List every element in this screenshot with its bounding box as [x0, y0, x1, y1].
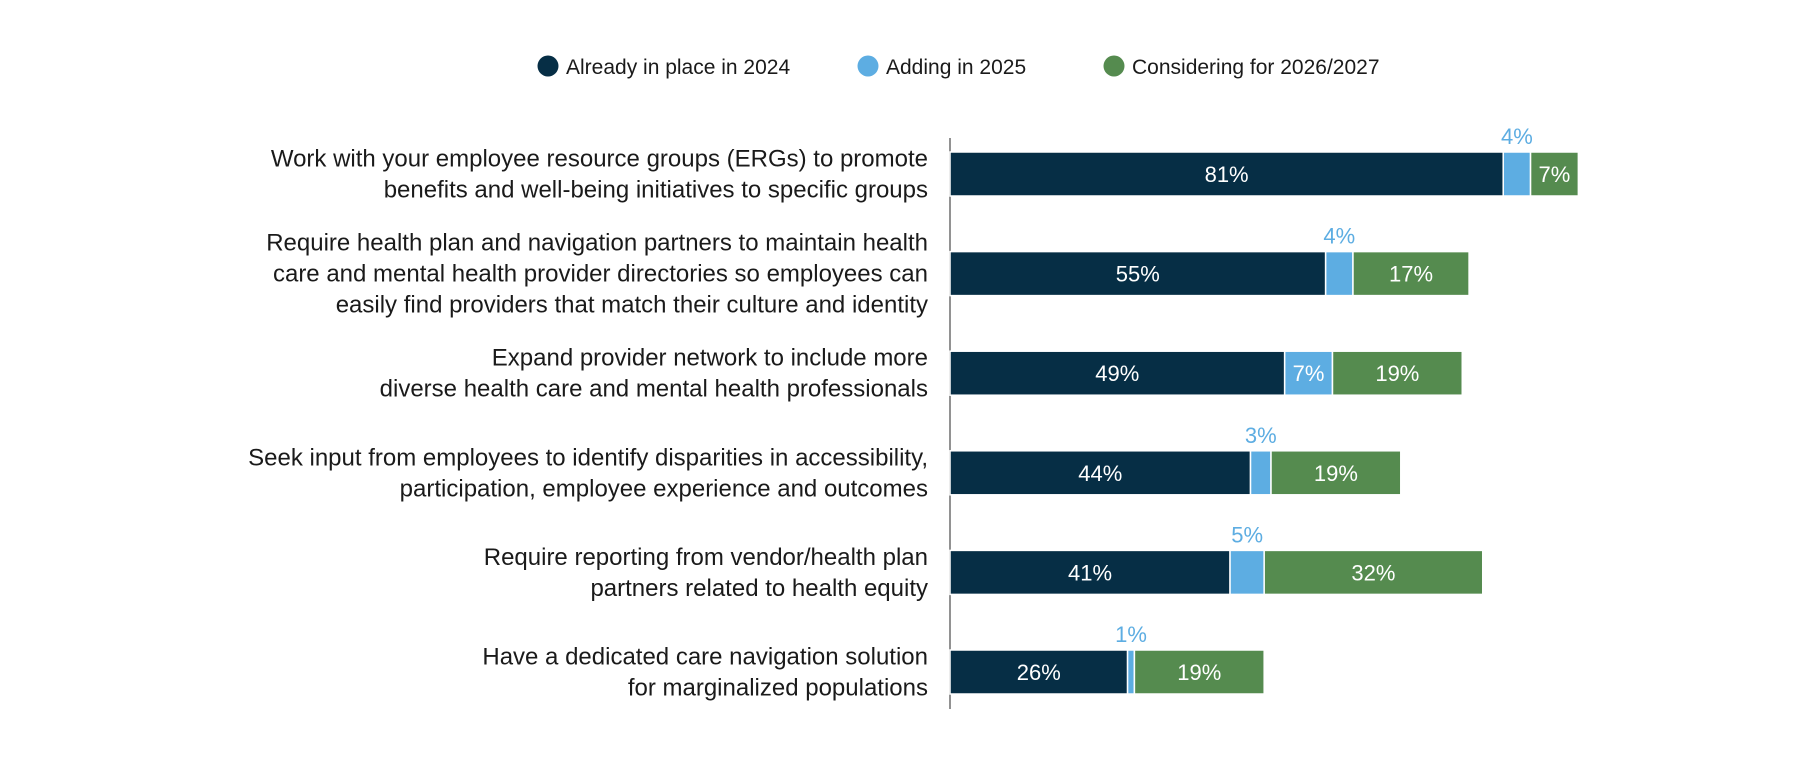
bar-segment: [1529, 151, 1580, 197]
legend-swatch: [537, 55, 559, 77]
bar-segment: [1270, 450, 1402, 496]
legend-label: Adding in 2025: [886, 56, 1026, 79]
category-label: care and mental health provider director…: [273, 261, 928, 288]
legend-item: Adding in 2025: [857, 55, 1026, 79]
bar-segment: [1352, 250, 1470, 297]
category-label: Work with your employee resource groups …: [271, 146, 928, 173]
bar-segment: [1324, 250, 1354, 297]
legend-item: Already in place in 2024: [537, 55, 790, 79]
bar-segment: [1249, 450, 1272, 496]
category-label: for marginalized populations: [628, 675, 928, 702]
category-label: Expand provider network to include more: [492, 345, 928, 372]
data-label: 17%: [1389, 262, 1433, 287]
category-label: diverse health care and mental health pr…: [380, 376, 928, 403]
data-label: 49%: [1095, 361, 1139, 386]
data-label: 7%: [1293, 361, 1325, 386]
data-label: 55%: [1116, 262, 1160, 287]
bar-segment: [1263, 549, 1484, 596]
data-label: 7%: [1539, 162, 1571, 187]
bar-segment: [1133, 649, 1265, 695]
legend-item: Considering for 2026/2027: [1103, 55, 1380, 79]
category-label: Have a dedicated care navigation solutio…: [482, 644, 928, 671]
legend-swatch: [1103, 55, 1125, 77]
data-label: 3%: [1245, 423, 1277, 448]
bar-segment: [1502, 151, 1532, 197]
data-label: 4%: [1323, 224, 1355, 249]
bar-segment: [1229, 549, 1265, 596]
category-label: Require reporting from vendor/health pla…: [484, 544, 928, 571]
data-label: 44%: [1078, 461, 1122, 486]
category-label: participation, employee experience and o…: [400, 475, 928, 502]
legend-label: Considering for 2026/2027: [1132, 56, 1380, 79]
data-label: 19%: [1314, 461, 1358, 486]
data-label: 1%: [1115, 622, 1147, 647]
data-label: 4%: [1501, 124, 1533, 149]
data-label: 19%: [1375, 361, 1419, 386]
data-label: 41%: [1068, 560, 1112, 585]
data-label: 26%: [1017, 660, 1061, 685]
category-label: Seek input from employees to identify di…: [248, 444, 928, 471]
legend-swatch: [857, 55, 879, 77]
category-label: easily find providers that match their c…: [336, 292, 928, 319]
legend-label: Already in place in 2024: [566, 56, 790, 79]
bar-segment: [1126, 649, 1136, 695]
data-label: 5%: [1231, 522, 1263, 547]
category-label: benefits and well-being initiatives to s…: [384, 177, 928, 204]
bar-segment: [949, 250, 1327, 297]
data-label: 81%: [1205, 162, 1249, 187]
data-label: 32%: [1351, 560, 1395, 585]
bar-segment: [949, 549, 1231, 596]
data-label: 19%: [1177, 660, 1221, 685]
bar-segment: [1331, 350, 1463, 396]
category-label: partners related to health equity: [590, 575, 928, 602]
category-label: Require health plan and navigation partn…: [266, 230, 928, 257]
